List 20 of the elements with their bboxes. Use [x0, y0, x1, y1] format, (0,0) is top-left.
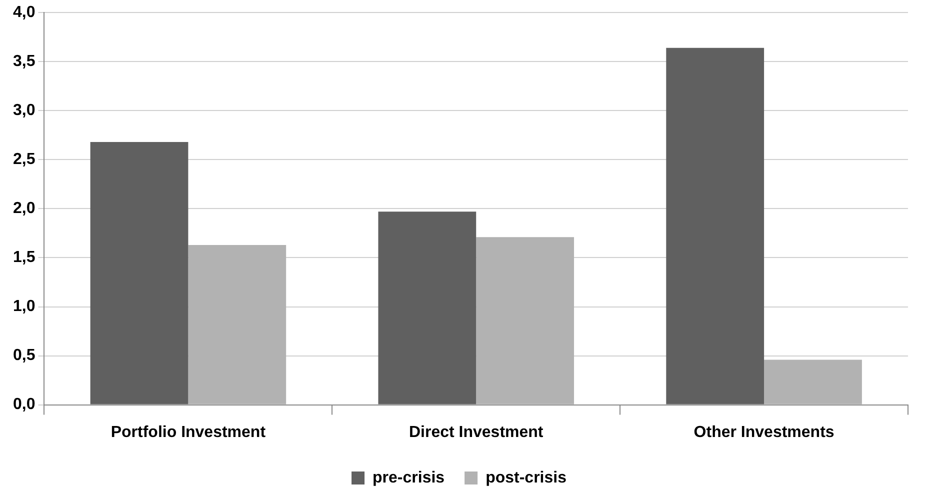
- bar: [188, 244, 286, 404]
- x-tick-label: Other Investments: [694, 424, 834, 441]
- bar: [666, 48, 764, 404]
- x-tick-label: Portfolio Investment: [110, 424, 266, 441]
- legend-label: pre-crisis: [372, 469, 445, 486]
- y-tick-label: 2,5: [12, 151, 36, 168]
- y-tick-label: 0,5: [12, 347, 36, 364]
- x-tick-label: Direct Investment: [408, 424, 544, 441]
- bar: [764, 360, 862, 404]
- legend-label: post-crisis: [486, 469, 567, 486]
- bar: [476, 237, 574, 404]
- bar: [378, 212, 476, 404]
- y-tick-label: 3,5: [12, 53, 36, 70]
- y-tick-label: 2,0: [12, 200, 36, 218]
- y-tick-label: 1,5: [12, 249, 36, 266]
- y-tick-label: 3,0: [12, 102, 36, 120]
- y-tick-label: 4,0: [12, 4, 36, 22]
- bar: [90, 142, 188, 404]
- y-tick-label: 0,0: [12, 396, 36, 414]
- y-tick-label: 1,0: [12, 298, 36, 316]
